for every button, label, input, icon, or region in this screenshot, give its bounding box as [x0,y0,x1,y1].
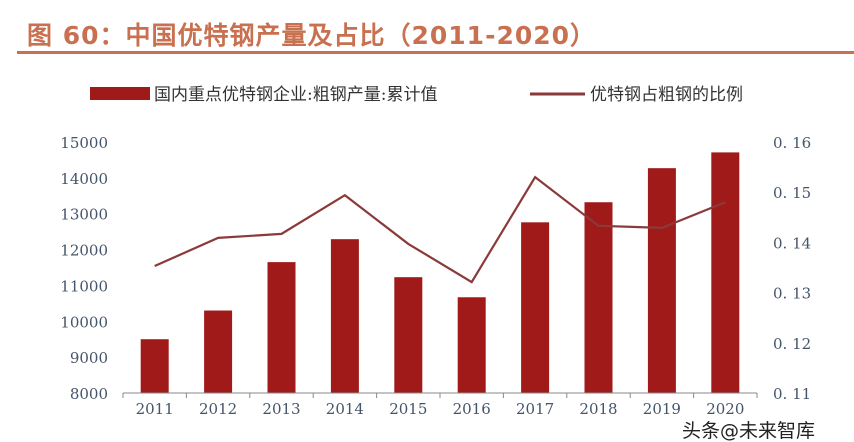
bar-2011 [140,339,169,393]
y-tick-label: 9000 [70,349,108,367]
ratio-line [154,175,726,284]
chart-title: 图 60：中国优特钢产量及占比（2011-2020） [27,21,597,50]
x-tick-label: 2012 [199,400,237,418]
y2-tick-label: 0. 13 [773,285,811,303]
legend-label-line: 优特钢占粗钢的比例 [590,85,743,105]
y2-tick-label: 0. 16 [773,134,811,152]
y-tick-label: 13000 [60,206,108,224]
bar-2013 [267,262,296,393]
x-tick-label: 2013 [262,400,300,418]
x-tick-label: 2020 [706,400,744,418]
y2-tick-label: 0. 12 [773,335,811,353]
legend-swatch-bar [90,87,150,100]
bar-2014 [330,239,359,393]
x-tick-label: 2015 [389,400,427,418]
bar-2015 [394,277,423,393]
x-tick-label: 2014 [326,400,364,418]
y-tick-label: 15000 [60,134,108,152]
y2-tick-label: 0. 15 [773,184,811,202]
bar-2020 [711,152,740,393]
x-tick-label: 2019 [643,400,681,418]
y-tick-label: 14000 [60,170,108,188]
y-tick-label: 10000 [60,313,108,331]
y2-tick-label: 0. 14 [773,234,811,252]
watermark: 头条@未来智库 [682,420,816,442]
bar-2012 [204,310,233,393]
y2-tick-label: 0. 11 [773,385,811,403]
bar-2018 [584,202,613,393]
y-tick-label: 12000 [60,242,108,260]
bar-2019 [647,168,676,393]
bar-2017 [521,222,550,393]
legend: 国内重点优特钢企业:粗钢产量:累计值 优特钢占粗钢的比例 [90,85,743,105]
x-tick-label: 2016 [453,400,491,418]
y-tick-label: 11000 [60,277,108,295]
x-tick-label: 2018 [579,400,617,418]
y-tick-label: 8000 [70,385,108,403]
bar-2016 [457,297,486,393]
x-tick-label: 2017 [516,400,554,418]
title-divider [17,51,854,54]
x-tick-label: 2011 [136,400,174,418]
legend-label-bar: 国内重点优特钢企业:粗钢产量:累计值 [154,85,437,105]
